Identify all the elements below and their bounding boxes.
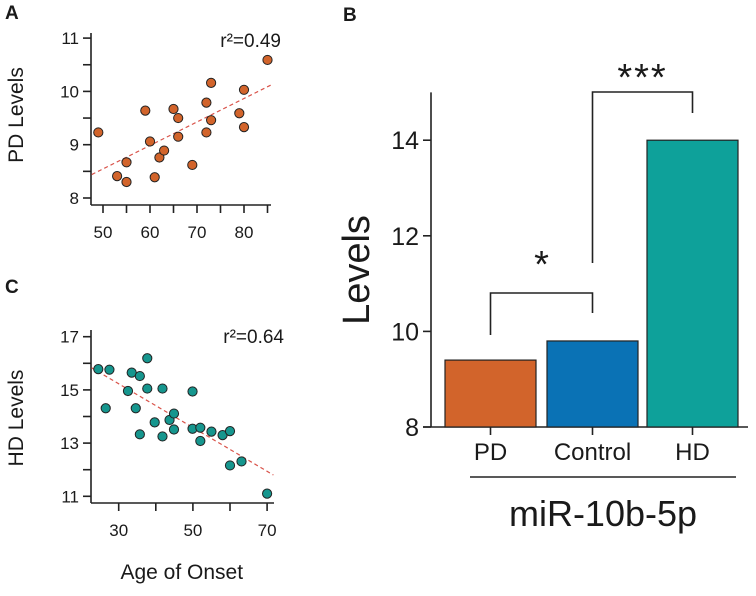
x-tick-label: HD	[675, 439, 710, 466]
panel-a-scatter: 8 9 10 11 50 60 70 80 PD Levels r²=0.49	[5, 29, 281, 242]
data-point	[195, 435, 206, 447]
data-point	[173, 131, 184, 142]
x-tick-label: 50	[94, 223, 113, 242]
data-point	[206, 77, 217, 88]
data-point	[93, 364, 104, 375]
data-point	[187, 159, 198, 171]
y-tick-label: 12	[391, 223, 419, 251]
data-point	[206, 115, 217, 126]
significance-bracket-pd-control	[489, 292, 594, 335]
data-point	[154, 152, 165, 163]
panel-label-a: A	[5, 3, 19, 24]
data-point	[195, 422, 206, 433]
x-axis-label: Age of Onset	[120, 561, 243, 584]
y-tick-label: 13	[60, 434, 79, 453]
data-point	[173, 112, 184, 124]
y-tick-label: 17	[60, 328, 79, 347]
data-point	[234, 108, 245, 119]
data-point	[100, 403, 111, 414]
significance-label: ***	[617, 57, 667, 99]
data-point	[157, 431, 168, 442]
data-point	[112, 171, 123, 182]
data-point	[238, 84, 250, 95]
data-point	[201, 97, 212, 108]
x-tick-label: 30	[109, 521, 128, 540]
data-point	[168, 408, 180, 419]
data-point	[93, 127, 104, 138]
significance-bracket-control-hd	[591, 91, 694, 263]
data-point	[104, 364, 115, 375]
data-point	[142, 353, 153, 364]
significance-label: *	[534, 244, 549, 286]
y-tick-label: 8	[70, 189, 79, 208]
x-tick-label: 70	[188, 223, 207, 242]
y-tick-label: 11	[61, 29, 79, 48]
data-point	[134, 370, 145, 382]
regression-line	[91, 367, 274, 476]
data-point	[262, 54, 273, 66]
y-tick-label: 9	[70, 136, 79, 155]
x-tick-label: 50	[183, 521, 202, 540]
r-squared-annotation: r²=0.49	[220, 31, 281, 52]
x-tick-label: 80	[235, 223, 254, 242]
panel-label-b: B	[343, 5, 357, 26]
x-tick-label: 60	[141, 223, 160, 242]
data-point	[236, 456, 247, 467]
data-point	[122, 385, 134, 397]
y-tick-label: 15	[60, 381, 79, 400]
data-point	[201, 127, 212, 138]
y-tick-label: 8	[405, 414, 419, 442]
y-tick-label: 10	[60, 82, 79, 101]
data-point	[121, 176, 132, 188]
panel-label-c: C	[5, 277, 19, 298]
x-tick-label: PD	[474, 439, 507, 466]
bar-pd	[444, 359, 537, 428]
x-axis-label: miR-10b-5p	[509, 493, 697, 534]
data-point	[144, 136, 156, 147]
bar-control	[546, 340, 639, 428]
y-axis-label: PD Levels	[5, 67, 28, 163]
data-point	[157, 383, 168, 394]
x-tick-label: 70	[258, 521, 277, 540]
data-point	[159, 145, 170, 156]
bar-hd	[646, 139, 739, 428]
data-point	[238, 122, 250, 133]
data-point	[187, 386, 198, 397]
data-point	[140, 105, 151, 116]
data-point	[149, 172, 160, 183]
data-point	[224, 460, 236, 471]
y-axis-label: HD Levels	[5, 370, 28, 467]
data-point	[168, 424, 180, 435]
y-tick-label: 11	[61, 487, 79, 506]
data-point	[142, 383, 153, 394]
data-point	[149, 417, 160, 428]
data-point	[224, 426, 236, 437]
y-tick-label: 14	[391, 127, 419, 155]
r-squared-annotation: r²=0.64	[223, 327, 284, 348]
data-point	[134, 429, 145, 440]
data-point	[206, 426, 217, 437]
y-axis-label: Levels	[336, 215, 378, 325]
regression-line	[91, 83, 274, 176]
y-tick-label: 10	[391, 318, 419, 346]
data-point	[262, 488, 273, 499]
x-tick-label: Control	[554, 439, 631, 466]
data-point	[121, 157, 132, 168]
panel-c-scatter: 11 13 15 17 30 50 70 HD Levels Age of Onset r²=0.…	[5, 327, 284, 584]
data-point	[168, 103, 179, 115]
data-point	[130, 403, 141, 414]
